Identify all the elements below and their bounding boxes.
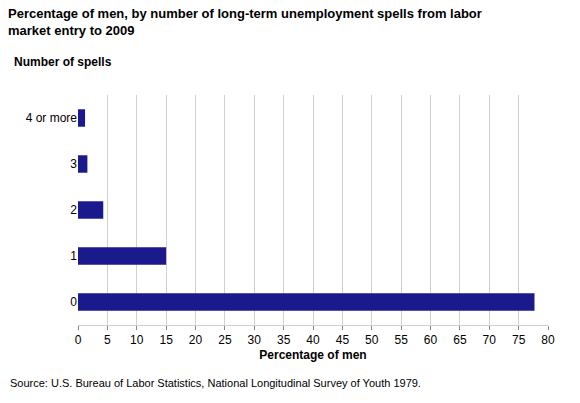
svg-text:Number of spells: Number of spells (14, 55, 112, 69)
svg-text:10: 10 (130, 333, 144, 347)
svg-text:80: 80 (541, 333, 555, 347)
svg-text:65: 65 (453, 333, 467, 347)
svg-text:20: 20 (189, 333, 203, 347)
svg-text:0: 0 (70, 295, 77, 309)
svg-text:55: 55 (394, 333, 408, 347)
svg-text:0: 0 (75, 333, 82, 347)
svg-text:35: 35 (277, 333, 291, 347)
svg-text:4 or more: 4 or more (26, 111, 78, 125)
svg-text:Percentage of men, by number o: Percentage of men, by number of long-ter… (8, 6, 482, 38)
svg-text:30: 30 (248, 333, 262, 347)
svg-text:70: 70 (483, 333, 497, 347)
svg-text:3: 3 (70, 157, 77, 171)
svg-text:40: 40 (306, 333, 320, 347)
svg-text:25: 25 (218, 333, 232, 347)
svg-text:15: 15 (159, 333, 173, 347)
svg-text:1: 1 (70, 249, 77, 263)
svg-text:5: 5 (104, 333, 111, 347)
svg-text:75: 75 (512, 333, 526, 347)
svg-text:60: 60 (424, 333, 438, 347)
svg-text:Percentage of men: Percentage of men (259, 348, 366, 362)
svg-text:45: 45 (336, 333, 350, 347)
svg-text:2: 2 (70, 203, 77, 217)
svg-text:Source: U.S. Bureau of Labor S: Source: U.S. Bureau of Labor Statistics,… (10, 377, 421, 389)
svg-text:50: 50 (365, 333, 379, 347)
